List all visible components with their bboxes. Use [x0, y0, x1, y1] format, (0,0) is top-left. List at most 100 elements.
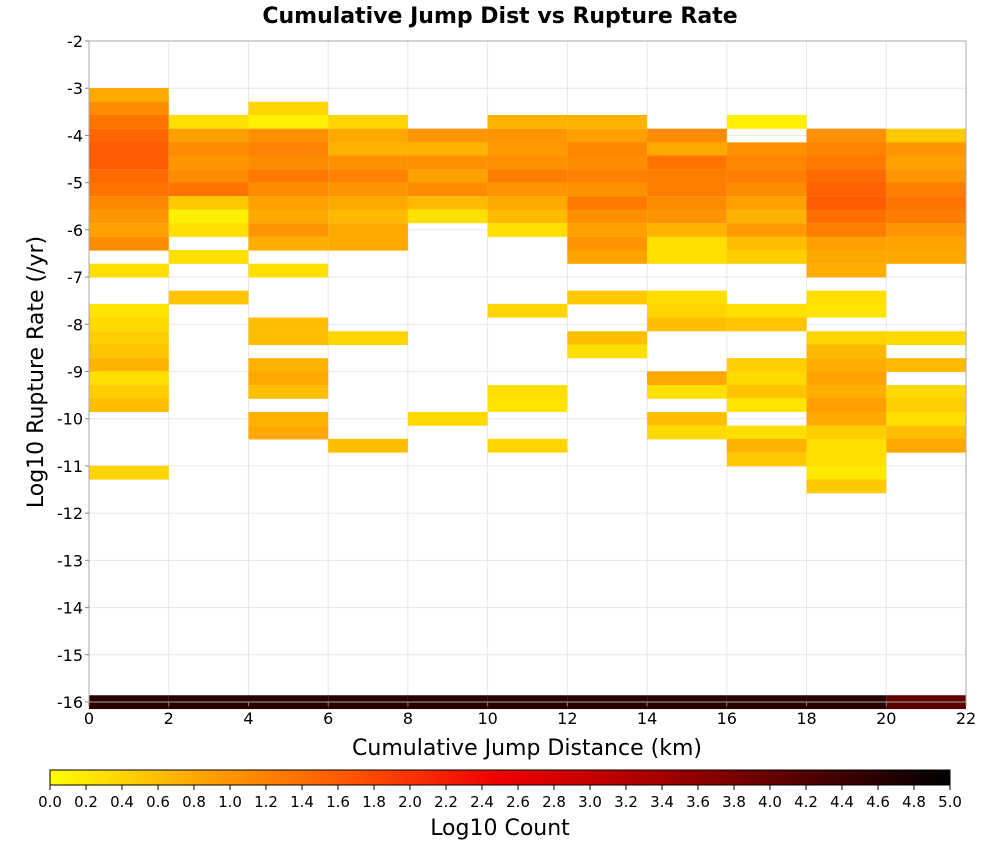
- colorbar-tick-label: 1.0: [218, 793, 242, 811]
- heatmap-cell: [248, 371, 329, 386]
- heatmap-cell: [567, 169, 648, 184]
- colorbar-tick-label: 3.0: [578, 793, 602, 811]
- heatmap-cell: [806, 425, 887, 440]
- heatmap-cell: [89, 317, 169, 332]
- heatmap-cell: [726, 114, 807, 129]
- heatmap-cell: [726, 236, 807, 251]
- heatmap-cell: [726, 209, 807, 224]
- heatmap-cell: [248, 169, 329, 184]
- x-tick-label: 16: [717, 709, 737, 728]
- heatmap-cell: [328, 114, 408, 129]
- heatmap-cell: [168, 169, 249, 184]
- x-tick-label: 12: [557, 709, 577, 728]
- y-tick-label: -10: [57, 410, 83, 429]
- heatmap-cell: [89, 88, 169, 102]
- colorbar-tick-label: 1.8: [362, 793, 386, 811]
- heatmap-cell: [647, 371, 727, 386]
- y-tick-label: -7: [67, 268, 83, 287]
- heatmap-cell: [328, 142, 408, 157]
- heatmap-cell: [567, 196, 648, 210]
- colorbar-tick-label: 4.6: [866, 793, 890, 811]
- heatmap-cell: [726, 317, 807, 332]
- heatmap-cell: [726, 303, 807, 318]
- heatmap-cell: [89, 385, 169, 399]
- heatmap-cell: [647, 425, 727, 440]
- heatmap-cell: [886, 169, 966, 184]
- heatmap-cell: [328, 438, 408, 453]
- heatmap-cell: [407, 128, 488, 143]
- x-tick-label: 18: [796, 709, 816, 728]
- x-tick-label: 2: [164, 709, 174, 728]
- heatmap-cell: [726, 452, 807, 467]
- heatmap-cell: [726, 155, 807, 170]
- heatmap-cell: [647, 411, 727, 426]
- heatmap-cell: [328, 196, 408, 210]
- colorbar: [49, 769, 951, 786]
- heatmap-cell: [407, 196, 488, 210]
- heatmap-cell: [647, 250, 727, 264]
- heatmap-cell: [886, 385, 966, 399]
- colorbar-tick-label: 4.4: [830, 793, 854, 811]
- heatmap-cell: [726, 438, 807, 453]
- heatmap-cell: [89, 263, 169, 278]
- heatmap-cell: [89, 101, 169, 116]
- heatmap-cell: [89, 236, 169, 251]
- heatmap-cell: [168, 209, 249, 224]
- heatmap-cell: [248, 317, 329, 332]
- heatmap-cell: [647, 169, 727, 184]
- colorbar-tick-label: 5.0: [938, 793, 962, 811]
- colorbar-tick-label: 1.2: [254, 793, 278, 811]
- heatmap-cell: [248, 236, 329, 251]
- heatmap-cell: [567, 331, 648, 346]
- heatmap-cell: [806, 209, 887, 224]
- colorbar-tick-label: 2.8: [542, 793, 566, 811]
- y-tick-label: -2: [67, 32, 83, 51]
- heatmap-cell: [726, 250, 807, 264]
- y-tick-label: -14: [57, 599, 83, 618]
- heatmap-cell: [89, 209, 169, 224]
- heatmap-cell: [487, 398, 568, 413]
- y-axis-label: Log10 Rupture Rate (/yr): [24, 236, 49, 508]
- heatmap-cell: [806, 371, 887, 386]
- heatmap-cell: [806, 290, 887, 305]
- heatmap-cell: [89, 358, 169, 372]
- y-tick-label: -13: [57, 551, 83, 570]
- heatmap-cell: [89, 331, 169, 346]
- heatmap-cell: [328, 182, 408, 197]
- heatmap-cell: [487, 142, 568, 157]
- heatmap-cell: [806, 128, 887, 143]
- heatmap-cell: [806, 479, 887, 494]
- colorbar-tick-label: 3.6: [686, 793, 710, 811]
- heatmap-cell: [886, 182, 966, 197]
- heatmap-cell: [806, 385, 887, 399]
- colorbar-tick-label: 4.8: [902, 793, 926, 811]
- heatmap-cell: [567, 128, 648, 143]
- heatmap-cell: [806, 438, 887, 453]
- heatmap-cells: [89, 88, 966, 710]
- heatmap-cell: [886, 425, 966, 440]
- colorbar-tick-label: 3.2: [614, 793, 638, 811]
- heatmap-cell: [407, 411, 488, 426]
- heatmap-cell: [726, 385, 807, 399]
- heatmap-cell: [647, 182, 727, 197]
- colorbar-tick-label: 4.2: [794, 793, 818, 811]
- heatmap-cell: [248, 425, 329, 440]
- heatmap-cell: [328, 128, 408, 143]
- heatmap-cell: [487, 438, 568, 453]
- heatmap-cell: [168, 290, 249, 305]
- heatmap-cell: [886, 250, 966, 264]
- heatmap-cell: [168, 250, 249, 264]
- heatmap-cell: [89, 142, 169, 157]
- heatmap-cell: [168, 128, 249, 143]
- heatmap-cell: [89, 344, 169, 359]
- heatmap-cell: [248, 155, 329, 170]
- colorbar-label: Log10 Count: [430, 816, 570, 841]
- y-tick-label: -15: [57, 646, 83, 665]
- heatmap-cell: [168, 114, 249, 129]
- heatmap-cell: [328, 209, 408, 224]
- x-axis-ticks: 0 2 4 6 8 10 12 14 16 18 20 22: [84, 702, 976, 728]
- colorbar-tick-label: 2.2: [434, 793, 458, 811]
- heatmap-cell: [806, 223, 887, 237]
- heatmap-cell: [567, 290, 648, 305]
- heatmap-cell: [726, 358, 807, 372]
